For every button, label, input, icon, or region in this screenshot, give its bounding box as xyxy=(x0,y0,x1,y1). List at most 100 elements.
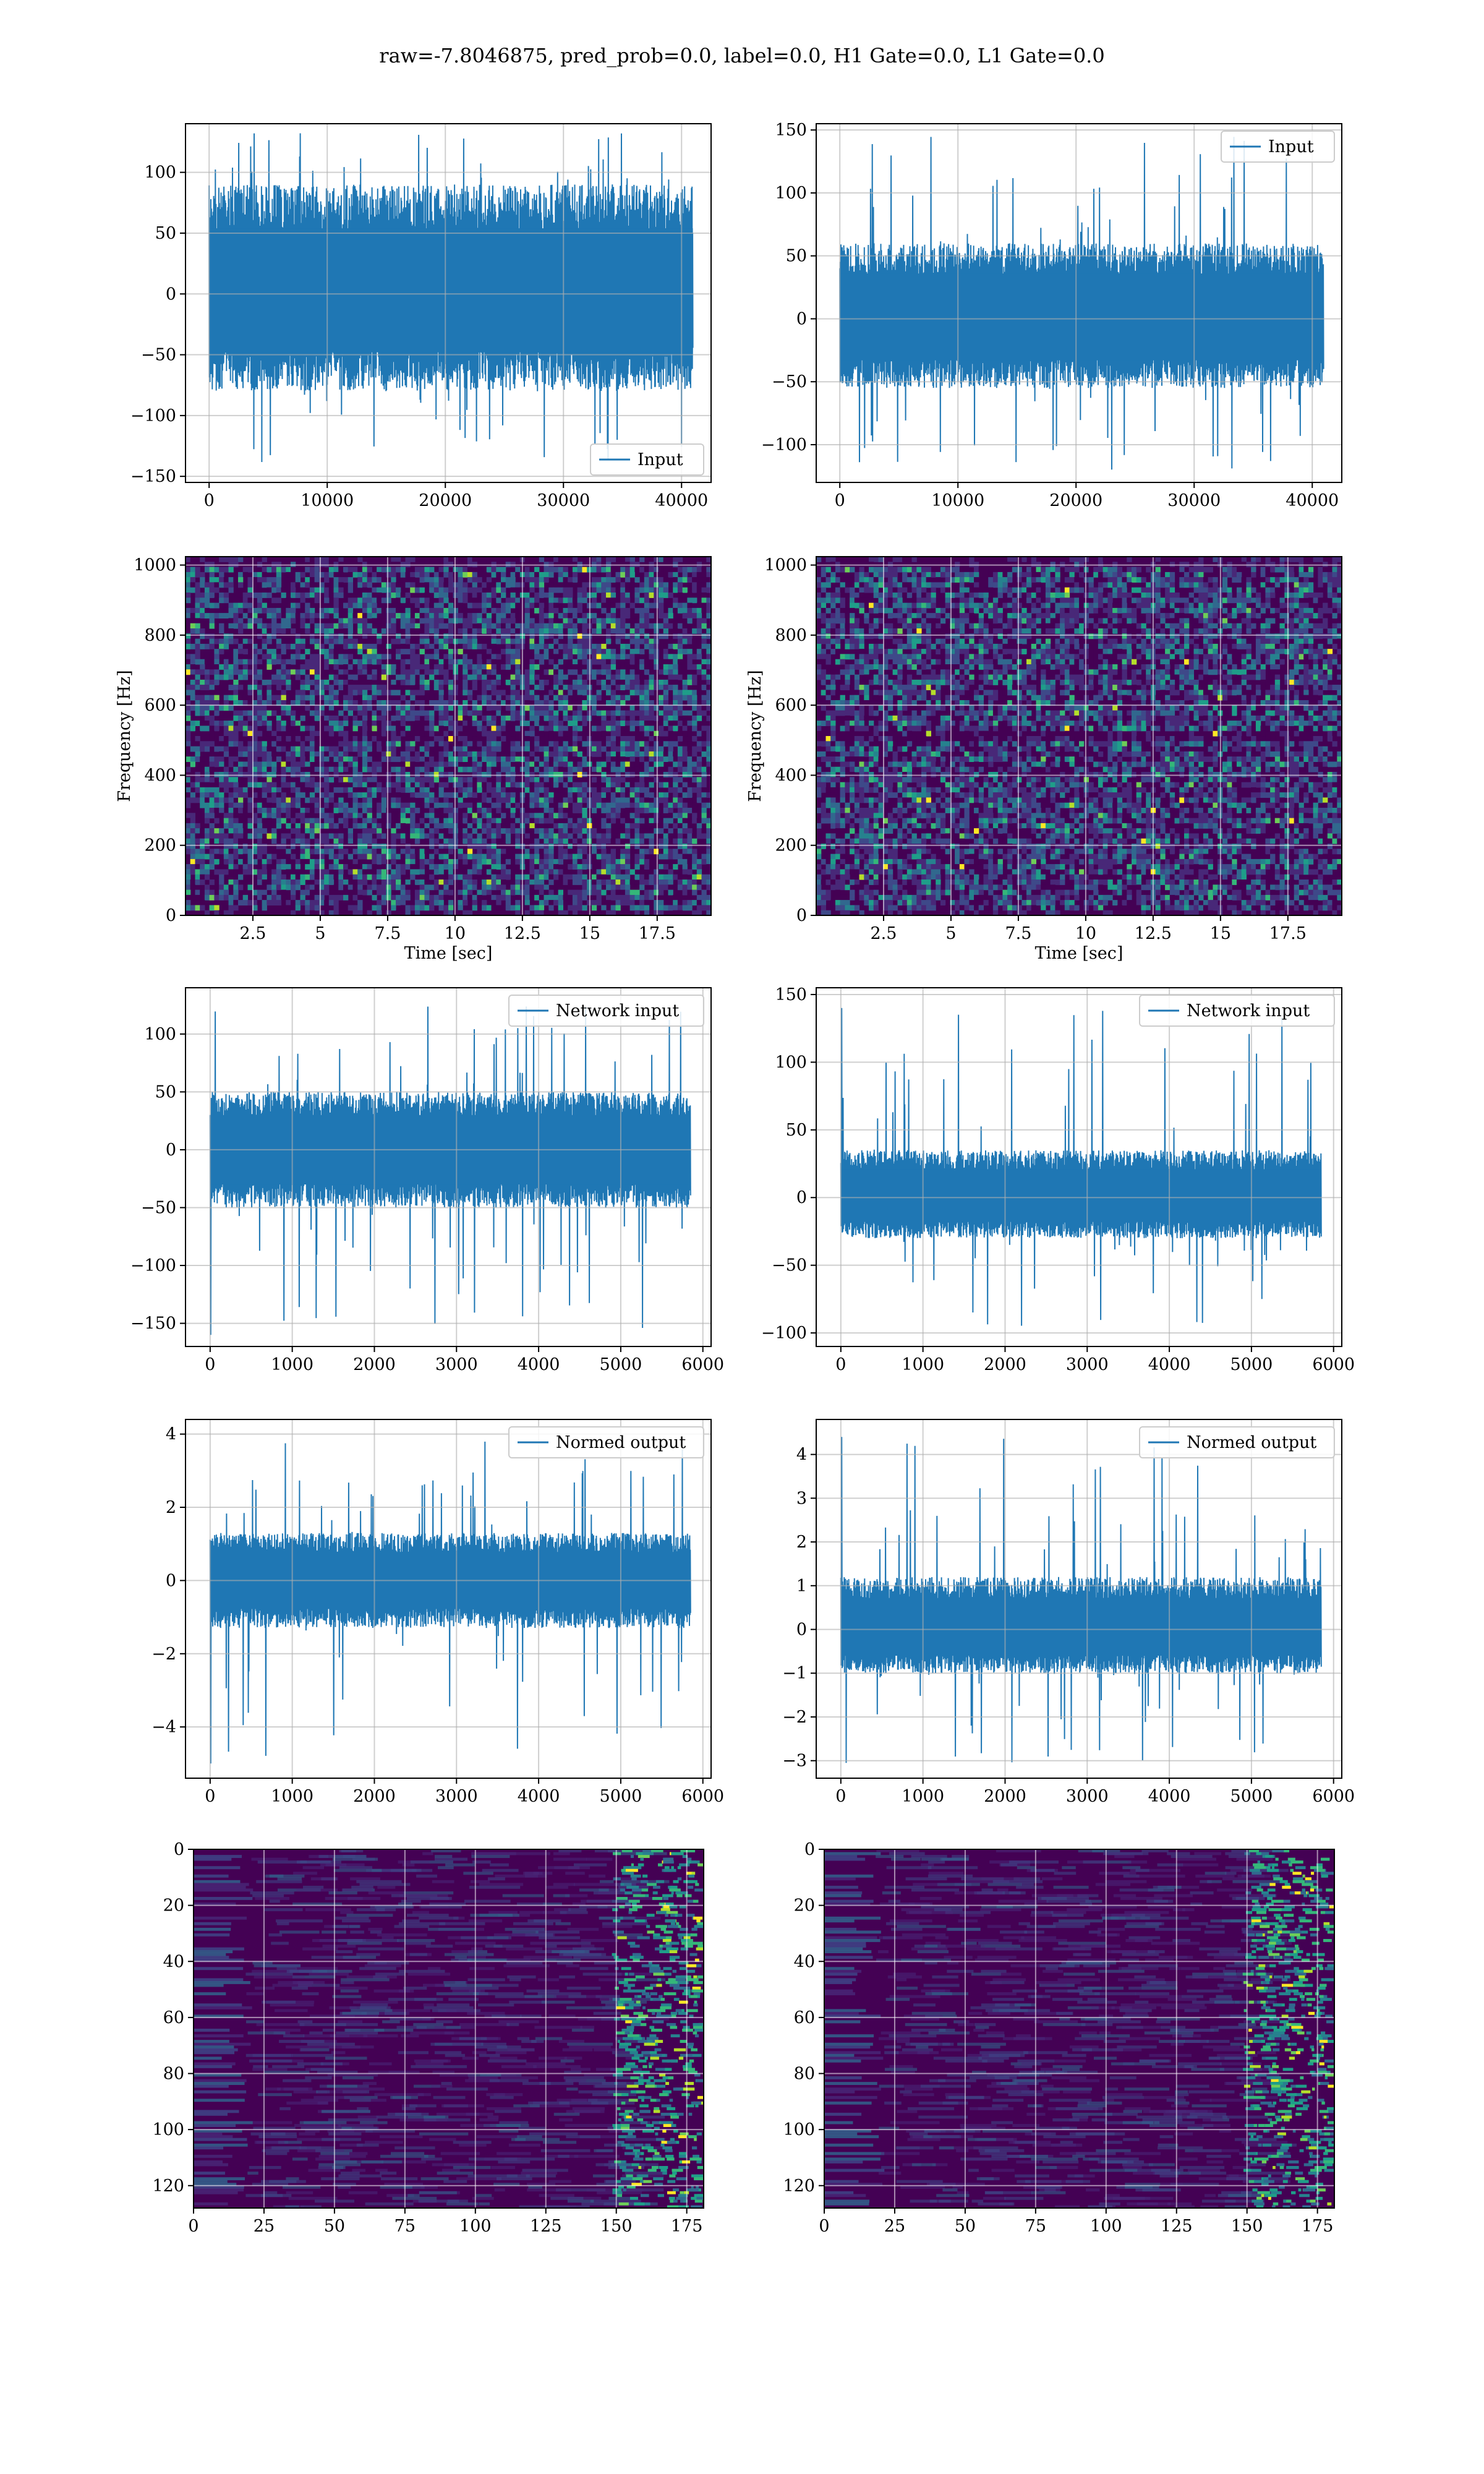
y-tick-label: 20 xyxy=(163,1896,184,1915)
legend: Input xyxy=(1221,131,1335,163)
grid xyxy=(816,557,1342,915)
plot-area xyxy=(186,557,711,915)
x-tick-label: 12.5 xyxy=(504,924,541,943)
y-tick-label: 50 xyxy=(155,224,176,243)
y-tick-label: −50 xyxy=(141,1198,176,1217)
x-tick-label: 7.5 xyxy=(1005,924,1031,943)
x-tick-label: 12.5 xyxy=(1135,924,1172,943)
grid xyxy=(186,988,711,1346)
chart-p7: 0 1000 2000 3000 4000 5000 6000 −4 −2 0 2 4 Normed o… xyxy=(151,1419,724,1806)
legend-label: Normed output xyxy=(556,1433,686,1452)
y-tick-label: 800 xyxy=(144,626,176,645)
series-core xyxy=(840,1169,1321,1222)
x-tick-label: 10000 xyxy=(931,491,984,510)
chart-p5: 0 1000 2000 3000 4000 5000 6000 −150 −100 −50 0 50 1… xyxy=(130,987,724,1374)
y-axis-label: Frequency [Hz] xyxy=(746,670,765,802)
x-tick-label: 5000 xyxy=(600,1355,642,1374)
y-tick-label: 120 xyxy=(783,2177,815,2196)
y-axis-label: Frequency [Hz] xyxy=(115,670,134,802)
legend: Normed output xyxy=(1139,1426,1335,1458)
y-tick-label: 0 xyxy=(166,1571,176,1590)
grid xyxy=(194,1849,704,2208)
y-tick-label: 40 xyxy=(163,1952,184,1971)
legend: Network input xyxy=(1139,995,1335,1027)
y-tick-label: 800 xyxy=(775,626,807,645)
y-tick-label: −1 xyxy=(782,1664,807,1683)
chart-p2: 0 10000 20000 30000 40000 −100 −50 0 50 100 150 Inp… xyxy=(761,121,1342,510)
x-tick-label: 75 xyxy=(1025,2217,1046,2236)
y-tick-label: −2 xyxy=(151,1645,176,1664)
x-tick-label: 1000 xyxy=(271,1787,313,1806)
y-tick-label: 100 xyxy=(783,2120,815,2139)
y-tick-label: −100 xyxy=(761,1324,807,1343)
axes-frame xyxy=(193,1849,704,2209)
x-tick-label: 0 xyxy=(204,491,215,510)
chart-p10: 0 25 50 75 100 125 150 175 0 20 40 60 80 100 120 xyxy=(783,1840,1335,2236)
y-tick-label: 0 xyxy=(796,1188,807,1207)
grid xyxy=(816,124,1342,482)
x-tick-label: 30000 xyxy=(1167,491,1221,510)
y-tick-label: 600 xyxy=(775,696,807,715)
x-tick-label: 0 xyxy=(205,1787,215,1806)
x-tick-label: 5000 xyxy=(1230,1355,1273,1374)
series-core xyxy=(209,228,693,353)
grid xyxy=(186,1419,711,1778)
y-tick-label: −150 xyxy=(130,467,176,486)
x-tick-label: 1000 xyxy=(271,1355,313,1374)
x-tick-label: 5000 xyxy=(600,1787,642,1806)
x-tick-label: 175 xyxy=(1302,2217,1334,2236)
chart-p4: 2.5 5 7.5 10 12.5 15 17.5 0 200 400 600 800 1000 Time… xyxy=(746,556,1342,963)
y-tick-label: 80 xyxy=(163,2065,184,2084)
y-tick-label: 1000 xyxy=(134,556,176,575)
x-tick-label: 3000 xyxy=(1066,1787,1109,1806)
legend-label: Input xyxy=(1268,137,1314,156)
y-tick-label: 200 xyxy=(144,836,176,855)
y-tick-label: 150 xyxy=(775,121,807,140)
x-tick-label: 3000 xyxy=(1066,1355,1109,1374)
x-axis-label: Time [sec] xyxy=(404,944,493,963)
y-tick-label: 20 xyxy=(794,1896,815,1915)
y-tick-label: 100 xyxy=(775,1053,807,1072)
x-tick-label: 15 xyxy=(1210,924,1231,943)
y-tick-label: 0 xyxy=(804,1840,815,1859)
x-tick-label: 4000 xyxy=(1148,1355,1191,1374)
x-tick-label: 2.5 xyxy=(870,924,897,943)
axes-frame xyxy=(816,556,1342,916)
legend: Normed output xyxy=(508,1426,704,1458)
x-tick-label: 0 xyxy=(819,2217,829,2236)
plot-area xyxy=(816,988,1342,1346)
y-tick-label: 1000 xyxy=(764,556,807,575)
y-tick-label: 0 xyxy=(166,285,176,304)
x-tick-label: 175 xyxy=(671,2217,703,2236)
x-tick-label: 0 xyxy=(835,1787,846,1806)
x-tick-label: 2000 xyxy=(984,1355,1026,1374)
x-tick-label: 6000 xyxy=(1312,1355,1355,1374)
x-tick-label: 10000 xyxy=(301,491,354,510)
x-tick-label: 6000 xyxy=(681,1787,724,1806)
x-tick-label: 2000 xyxy=(984,1787,1026,1806)
x-tick-label: 20000 xyxy=(1049,491,1102,510)
y-tick-label: −50 xyxy=(772,1256,807,1275)
y-tick-label: 200 xyxy=(775,836,807,855)
x-tick-label: 125 xyxy=(1161,2217,1193,2236)
grid xyxy=(186,557,711,915)
x-tick-label: 100 xyxy=(1090,2217,1122,2236)
plot-area xyxy=(816,557,1342,915)
chart-p1: 0 10000 20000 30000 40000 −150 −100 −50 0 50 100 In… xyxy=(130,123,712,510)
x-tick-label: 10 xyxy=(1075,924,1096,943)
x-tick-label: 150 xyxy=(600,2217,633,2236)
chart-p6: 0 1000 2000 3000 4000 5000 6000 −100 −50 0 50 100 15… xyxy=(761,985,1355,1374)
chart-p9: 0 25 50 75 100 125 150 175 0 20 40 60 80 100 120 xyxy=(152,1840,704,2236)
x-tick-label: 50 xyxy=(324,2217,345,2236)
y-tick-label: −100 xyxy=(130,406,176,426)
x-tick-label: 40000 xyxy=(1286,491,1339,510)
y-tick-label: 100 xyxy=(775,184,807,203)
x-tick-label: 30000 xyxy=(537,491,590,510)
axes-frame xyxy=(185,987,712,1347)
x-tick-label: 0 xyxy=(205,1355,215,1374)
suptitle: raw=-7.8046875, pred_prob=0.0, label=0.0… xyxy=(379,44,1104,67)
axes-frame xyxy=(816,1419,1342,1779)
x-tick-label: 2000 xyxy=(353,1787,396,1806)
axes-frame xyxy=(185,123,712,483)
y-tick-label: 50 xyxy=(155,1082,176,1102)
